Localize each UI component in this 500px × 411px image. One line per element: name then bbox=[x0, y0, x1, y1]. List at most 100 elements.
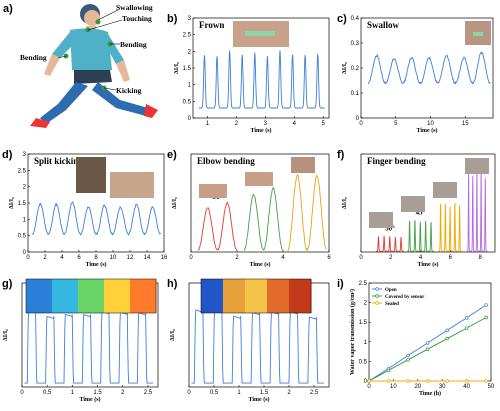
y-axis-label-e: ΔI/I₀ bbox=[172, 197, 178, 209]
panel-f-finger-bending-chart: f) Finger bending 0 2 4 6 8 Time (s) ΔI/I₀ 30° 45°… bbox=[337, 149, 496, 268]
inset-photo-d2 bbox=[110, 172, 154, 198]
legend-marker-i-1 bbox=[375, 294, 379, 298]
panel-label-d: d) bbox=[2, 149, 13, 161]
x-tick-label-d-4: 8 bbox=[94, 255, 98, 261]
panel-label-e: e) bbox=[167, 149, 177, 161]
y-axis-label-c: ΔI/I₀ bbox=[342, 62, 348, 74]
series-line-g bbox=[24, 309, 153, 384]
panel-h-thermal-chart: h) 0 0.5 1 1.5 2 2.5 Time (s) ΔI/I₀ bbox=[167, 278, 330, 403]
x-tick-label-b-3: 4 bbox=[293, 121, 297, 127]
data-point-i-0-4 bbox=[445, 328, 449, 333]
data-point-i-0-6 bbox=[484, 303, 488, 307]
data-point-i-1-6 bbox=[484, 315, 488, 320]
thermal-image-h-2 bbox=[245, 279, 268, 313]
x-axis-label-i: Time (h) bbox=[419, 390, 441, 397]
x-tick-label-i-3: 30 bbox=[439, 384, 446, 390]
thermal-image-g-2 bbox=[78, 279, 105, 313]
panel-label-i: i) bbox=[337, 278, 344, 290]
panel-label-b: b) bbox=[167, 13, 178, 25]
series-line-h bbox=[191, 308, 324, 384]
data-point-i-0-3 bbox=[425, 341, 430, 345]
chart-title-d: Split kicking bbox=[34, 156, 83, 166]
thermal-image-g-1 bbox=[52, 279, 79, 313]
y-tick-label-c-0: 0 bbox=[356, 116, 360, 122]
x-tick-label-f-4: 8 bbox=[478, 255, 482, 261]
inset-photo-e3 bbox=[291, 157, 315, 173]
y-tick-label-i-1: 0.5 bbox=[359, 359, 368, 365]
panel-label-c: c) bbox=[337, 13, 347, 25]
thermal-image-h-0 bbox=[201, 279, 224, 313]
y-tick-label-d-1: 0.5 bbox=[18, 234, 27, 240]
data-point-i-2-4 bbox=[445, 379, 449, 383]
y-tick-label-i-5: 2.5 bbox=[359, 281, 368, 287]
x-axis-label-h: Time (s) bbox=[248, 396, 269, 403]
y-tick-label-b-2: 1 bbox=[188, 83, 192, 89]
x-tick-label-f-0: 0 bbox=[359, 255, 363, 261]
x-tick-label-i-4: 40 bbox=[463, 384, 470, 390]
y-tick-label-d-4: 2 bbox=[23, 185, 27, 191]
x-tick-label-c-0: 0 bbox=[359, 121, 363, 127]
y-axis-label-g: ΔI/I₀ bbox=[3, 329, 9, 341]
chart-title-c: Swallow bbox=[367, 20, 400, 30]
panel-d-split-kicking-chart: d) Split kicking 0 2 4 6 8 10 12 14 16 0 0.5 1 1.5 2 2.5… bbox=[2, 149, 168, 268]
y-tick-label-b-3: 1.5 bbox=[183, 66, 192, 72]
chart-title-f: Finger bending bbox=[367, 156, 426, 166]
x-tick-label-c-1: 5 bbox=[394, 121, 398, 127]
x-tick-label-e-0: 0 bbox=[189, 255, 193, 261]
inset-photo-e1 bbox=[199, 184, 227, 198]
y-tick-label-c-3: 0.3 bbox=[351, 41, 360, 47]
series-line-d bbox=[31, 201, 161, 236]
x-tick-label-d-5: 10 bbox=[110, 255, 117, 261]
label-touching: Touching bbox=[122, 14, 152, 23]
x-tick-label-c-3: 15 bbox=[462, 121, 469, 127]
label-bending-arm: Bending bbox=[120, 40, 147, 49]
series-line-e-2 bbox=[287, 173, 327, 252]
x-axis-label-d: Time (s) bbox=[85, 261, 106, 268]
legend-marker-i-2 bbox=[375, 301, 379, 305]
inset-sensor-c bbox=[473, 32, 483, 36]
x-tick-label-i-2: 20 bbox=[414, 384, 421, 390]
y-tick-label-d-5: 2.5 bbox=[18, 168, 27, 174]
x-tick-label-e-2: 4 bbox=[281, 255, 285, 261]
series-label-f-0: 30° bbox=[385, 225, 395, 233]
y-tick-label-c-4: 0.4 bbox=[351, 16, 360, 22]
inset-photo-f3 bbox=[433, 182, 457, 198]
x-axis-label-b: Time (s) bbox=[250, 127, 271, 134]
x-tick-label-h-4: 2 bbox=[287, 390, 291, 396]
inset-sensor-b bbox=[245, 31, 275, 36]
x-tick-label-i-1: 10 bbox=[390, 384, 397, 390]
y-tick-label-i-4: 2 bbox=[364, 301, 368, 307]
data-point-i-2-3 bbox=[425, 379, 430, 383]
y-tick-label-b-1: 0.5 bbox=[183, 99, 192, 105]
legend-label-i-1: Covered by sensor bbox=[385, 295, 425, 300]
plot-frame-f bbox=[360, 153, 496, 253]
series-line-e-0 bbox=[197, 201, 238, 251]
inset-photo-d1 bbox=[76, 157, 106, 193]
panel-c-swallow-chart: c) Swallow 0 5 10 15 0 0.1 0.2 0.3 0.4 Time (s) ΔI/I… bbox=[337, 13, 494, 134]
panel-a-illustration: a) Swallowing Touching Bending Bending K… bbox=[3, 3, 158, 128]
x-tick-label-b-0: 1 bbox=[206, 121, 210, 127]
x-tick-label-d-8: 16 bbox=[161, 255, 168, 261]
series-line-f-3 bbox=[466, 170, 488, 252]
y-tick-label-b-4: 2 bbox=[188, 49, 192, 55]
y-tick-label-c-2: 0.2 bbox=[351, 66, 360, 72]
inset-photo-f1 bbox=[369, 212, 393, 228]
data-point-i-2-2 bbox=[406, 379, 410, 383]
x-tick-label-d-6: 12 bbox=[127, 255, 134, 261]
series-line-f-2 bbox=[438, 202, 463, 252]
data-point-i-2-5 bbox=[464, 379, 469, 383]
y-tick-label-i-3: 1.5 bbox=[359, 320, 368, 326]
chart-title-b: Frown bbox=[199, 20, 224, 30]
x-tick-label-g-2: 1 bbox=[71, 390, 75, 396]
y-tick-label-d-3: 1.5 bbox=[18, 201, 27, 207]
x-tick-label-g-4: 2 bbox=[121, 390, 125, 396]
x-tick-label-d-1: 2 bbox=[43, 255, 47, 261]
label-kicking: Kicking bbox=[116, 86, 142, 95]
series-line-e-1 bbox=[243, 187, 284, 251]
x-axis-label-e: Time (s) bbox=[249, 261, 270, 268]
x-tick-label-i-5: 50 bbox=[488, 384, 495, 390]
plot-frame-e bbox=[190, 153, 330, 253]
thermal-image-g-0 bbox=[26, 279, 53, 313]
x-tick-label-h-0: 0 bbox=[187, 390, 191, 396]
